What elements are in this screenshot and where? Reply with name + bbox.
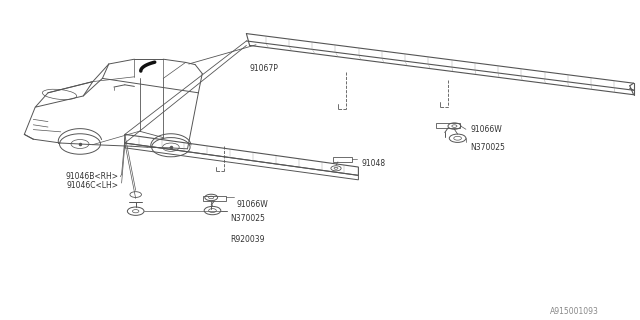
Text: R920039: R920039 — [230, 235, 265, 244]
Text: A915001093: A915001093 — [550, 308, 599, 316]
Text: 91066W: 91066W — [470, 125, 502, 134]
Text: N370025: N370025 — [230, 214, 265, 223]
Text: N370025: N370025 — [470, 143, 505, 152]
Text: 91067P: 91067P — [250, 64, 278, 73]
Text: 91046B<RH>: 91046B<RH> — [65, 172, 118, 181]
Text: 91048: 91048 — [362, 159, 386, 168]
Text: 91066W: 91066W — [237, 200, 269, 209]
Text: 91046C<LH>: 91046C<LH> — [67, 181, 118, 190]
